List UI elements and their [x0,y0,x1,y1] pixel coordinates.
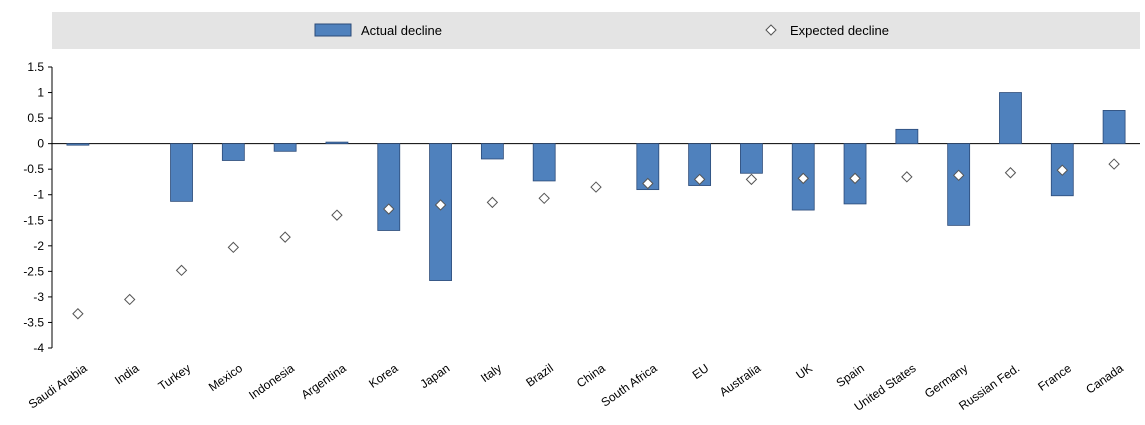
bar-actual-japan [429,143,452,281]
marker-expected-mexico [227,241,240,254]
bar-actual-italy [480,143,504,160]
plot-area: 1.5 1 0.5 0 -0.5 -1 -1.5 -2 -2.5 -3 -3.5 -4 Saudi Ar… [23,60,1140,414]
x-category-label: Turkey [156,361,194,393]
y-tick-label: 0.5 [27,111,44,125]
y-tick-label: -4 [33,341,44,355]
marker-expected-korea [383,203,395,215]
marker-expected-eu [693,173,706,186]
bar-actual-russian-fed- [999,92,1022,145]
marker-expected-russian-fed- [1004,167,1017,179]
x-category-label: France [1035,361,1074,394]
marker-expected-italy [486,196,499,209]
x-category-label: EU [690,361,712,382]
x-category-label: India [112,361,142,388]
x-category-label: China [574,361,608,391]
bar-actual-australia [740,143,763,174]
bar-actual-eu [688,143,712,186]
bar-actual-saudi-arabia [66,143,90,146]
marker-expected-brazil [538,192,550,205]
x-category-label: Argentina [299,361,349,402]
bar-actual-south-africa [636,143,660,191]
x-category-label: Japan [417,361,452,391]
x-category-label: Saudi Arabia [26,361,90,412]
y-tick-label: -3 [33,290,44,304]
marker-expected-uk [797,172,809,185]
marker-expected-germany [952,169,965,182]
y-tick-label: -3.5 [23,315,44,329]
y-tick-label: -0.5 [23,162,44,176]
marker-expected-canada [1108,158,1120,170]
bar-actual-indonesia [273,143,297,152]
bar-actual-united-states [895,128,919,145]
x-category-label: Spain [834,361,867,390]
x-category-label: Italy [478,361,504,385]
marker-expected-argentina [331,209,343,221]
y-tick-label: 1 [37,86,44,100]
marker-expected-india [124,293,136,306]
y-tick-label: -2.5 [23,264,44,278]
legend-background [52,12,1140,49]
bar-actual-canada [1102,110,1126,145]
legend-actual-label: Actual decline [361,23,442,38]
marker-expected-turkey [175,264,188,277]
marker-expected-united-states [901,171,913,183]
y-tick-label: -1 [33,188,44,202]
bar-actual-mexico [221,143,245,161]
marker-expected-china [590,181,602,193]
x-category-label: Canada [1083,361,1126,397]
x-category-label: South Africa [598,361,659,410]
legend-actual-swatch [314,23,352,37]
marker-expected-japan [434,199,447,211]
x-category-label: Mexico [206,361,245,394]
bar-actual-turkey [170,143,193,202]
x-category-label: Indonesia [246,361,297,403]
marker-expected-australia [745,173,758,186]
marker-expected-spain [849,172,861,185]
marker-expected-france [1056,164,1068,176]
marker-expected-south-africa [642,177,654,190]
x-category-label: UK [793,361,815,382]
x-category-label: Australia [717,361,764,399]
y-tick-label: 0 [37,137,44,151]
bar-actual-brazil [532,143,556,182]
y-tick-label: -1.5 [23,213,44,227]
marker-expected-indonesia [279,231,291,243]
marker-expected-saudi-arabia [72,308,84,320]
bar-actual-argentina [325,141,349,145]
bar-actual-korea [377,143,401,231]
x-category-label: Korea [366,361,401,391]
legend-expected-label: Expected decline [790,23,889,38]
bar-actual-germany [947,143,971,226]
x-category-label: Brazil [523,361,556,390]
x-category-label: Germany [922,361,970,401]
y-tick-label: -2 [33,239,44,253]
legend-expected-diamond [765,24,777,36]
y-tick-label: 1.5 [27,60,44,74]
